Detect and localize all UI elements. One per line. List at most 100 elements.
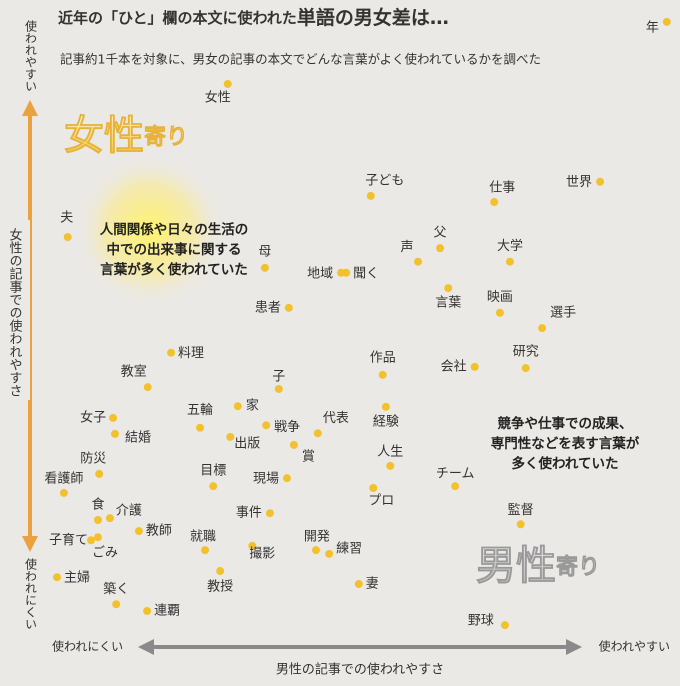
point-label: 代表 — [323, 411, 349, 426]
point-label: プロ — [368, 494, 394, 509]
point — [53, 573, 62, 582]
region-male: 男性寄り — [476, 543, 600, 589]
annotation-line: 専門性などを表す言葉が — [491, 435, 640, 452]
point — [366, 191, 375, 200]
point — [505, 257, 514, 266]
point — [265, 509, 274, 518]
point-label: 料理 — [178, 346, 204, 361]
point-label: 連覇 — [154, 604, 180, 619]
point — [378, 370, 387, 379]
region-suffix: 寄り — [556, 554, 600, 580]
point-label: 声 — [400, 240, 413, 255]
title: 近年の「ひと」欄の本文に使われた単語の男女差は… — [58, 6, 449, 29]
point-label: 野球 — [468, 614, 494, 629]
point — [248, 541, 257, 550]
point-label: 仕事 — [489, 181, 515, 196]
subtitle: 記事約1千本を対象に、男女の記事の本文でどんな言葉がよく使われているかを調べた — [60, 52, 541, 67]
point-label: 五輪 — [187, 402, 213, 418]
point-label: 就職 — [190, 530, 216, 545]
point-label: 現場 — [253, 472, 279, 487]
point-label: 選手 — [550, 306, 576, 321]
point — [59, 488, 68, 497]
point-label: 防災 — [80, 450, 106, 466]
point — [134, 527, 143, 536]
point-label: 開発 — [304, 530, 330, 545]
point — [444, 284, 453, 293]
point-label: 看護師 — [44, 470, 83, 486]
glow — [75, 155, 225, 305]
point — [436, 244, 445, 253]
region-suffix: 寄り — [144, 124, 188, 150]
point-label: 患者 — [255, 300, 281, 315]
point-label: 監督 — [508, 502, 534, 518]
point-label: 子ども — [365, 173, 404, 188]
point — [109, 413, 118, 422]
point — [143, 383, 152, 392]
annotation-male: 競争や仕事での成果、 専門性などを表す言葉が 多く使われていた — [491, 415, 640, 472]
point — [274, 385, 283, 393]
annotation-line: 中での出来事に関する — [107, 241, 242, 258]
arrow-head — [22, 100, 38, 116]
point-label: 大学 — [497, 238, 523, 254]
point-label: チーム — [436, 467, 475, 482]
point-label: 会社 — [441, 358, 467, 374]
point-label: 撮影 — [249, 545, 275, 561]
arrow-head — [566, 639, 582, 655]
annotation-line: 人間関係や日々の生活の — [100, 221, 249, 238]
point — [311, 546, 320, 555]
point — [662, 17, 671, 26]
point-label: 家 — [246, 398, 259, 414]
point-label: 築く — [103, 582, 129, 597]
point — [201, 546, 210, 555]
point — [386, 461, 395, 470]
point — [369, 484, 378, 493]
point — [223, 79, 232, 88]
point-label: ごみ — [92, 545, 118, 561]
point — [262, 421, 271, 430]
point-label: 結婚 — [125, 430, 151, 445]
point-label: 介護 — [116, 503, 142, 519]
point — [490, 198, 499, 207]
point — [313, 429, 322, 438]
point-label: 言葉 — [435, 296, 461, 311]
point-label: 練習 — [336, 541, 362, 556]
point — [167, 348, 176, 357]
point — [196, 423, 205, 432]
x-high-label: 使われやすい — [599, 639, 670, 654]
point — [93, 515, 102, 524]
point-label: 主婦 — [64, 570, 90, 586]
point — [110, 429, 119, 438]
point-label: 教師 — [146, 523, 172, 539]
point-label: 教室 — [121, 364, 147, 380]
point — [495, 308, 504, 317]
point-label: 聞く — [353, 266, 379, 281]
point — [216, 567, 225, 576]
point-label: 教授 — [207, 579, 233, 595]
point — [500, 621, 509, 630]
point-label: 地域 — [307, 266, 333, 281]
point — [381, 402, 390, 411]
point — [596, 177, 605, 186]
point — [233, 402, 242, 411]
annotation-female: 人間関係や日々の生活の 中での出来事に関する 言葉が多く使われていた — [100, 221, 249, 278]
point-label: 食 — [91, 496, 104, 512]
point — [143, 607, 152, 616]
point-label: 作品 — [370, 350, 396, 365]
annotation-line: 競争や仕事での成果、 — [498, 415, 633, 432]
point — [282, 474, 291, 483]
point-label: 女子 — [80, 409, 106, 425]
point — [260, 263, 269, 272]
point-label: 戦争 — [274, 420, 300, 435]
x-low-label: 使われにくい — [52, 639, 123, 654]
point — [521, 364, 530, 373]
point — [342, 268, 351, 277]
arrow-head — [22, 536, 38, 552]
point — [451, 482, 460, 491]
point-label: 人生 — [377, 444, 403, 459]
point-label: 世界 — [566, 175, 592, 190]
point-label: 女性 — [205, 89, 231, 105]
point — [112, 600, 121, 609]
point — [87, 536, 96, 545]
y-axis-label: 女性の記事での使われやすさ — [7, 227, 23, 397]
